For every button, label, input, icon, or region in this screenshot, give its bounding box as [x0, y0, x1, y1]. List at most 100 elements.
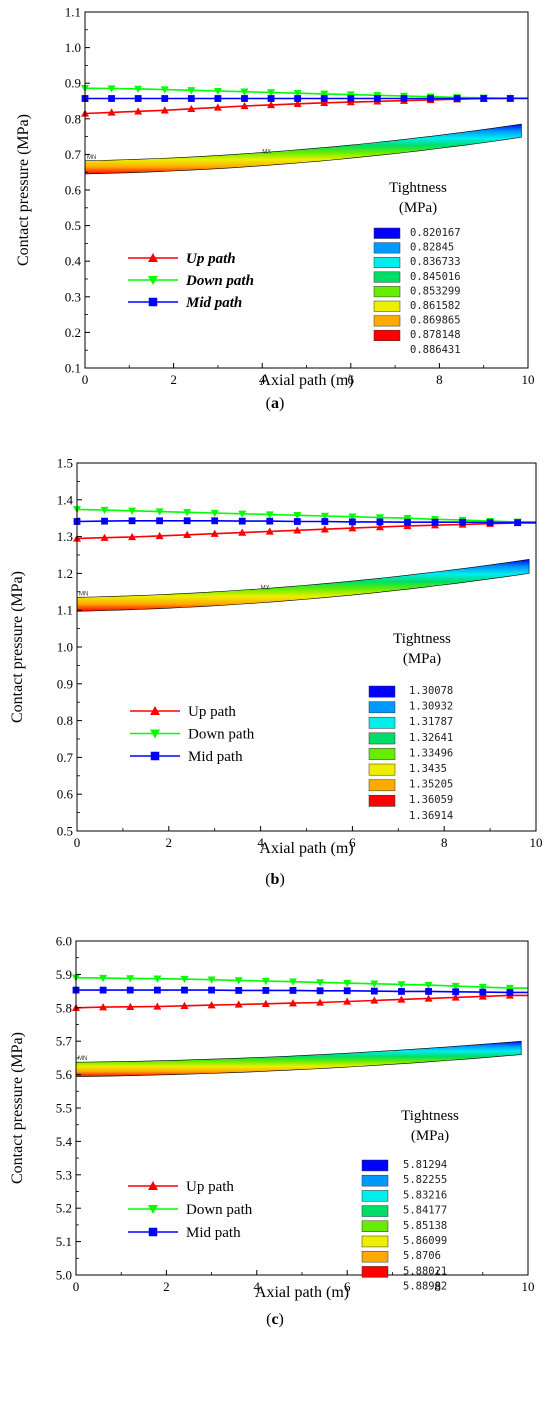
caption-paren-open: (	[266, 1311, 271, 1328]
data-point	[187, 104, 196, 113]
contour-legend-swatch	[368, 748, 396, 760]
y-tick-label: 5.5	[56, 1101, 72, 1116]
y-tick-label: 0.9	[57, 676, 73, 691]
data-point	[134, 107, 143, 115]
y-tick-label: 6.0	[56, 934, 72, 949]
data-point	[207, 976, 216, 984]
legend-marker	[148, 1205, 158, 1214]
contour-legend-value: 1.33496	[409, 747, 453, 759]
data-point	[320, 95, 328, 102]
contour-legend-swatch	[368, 794, 396, 807]
y-tick-label: 5.7	[56, 1034, 73, 1049]
plot-frame	[84, 11, 529, 369]
legend-marker	[148, 276, 158, 285]
legend-marker	[148, 1181, 158, 1190]
contour-legend-title: Tightness	[389, 180, 447, 196]
chart-panel-b: MN MX 0.5 0.6 0.7 0.8 0.9 1.0 1.1 1.2 1.3 1.4 1.5 0 2 4…	[9, 456, 543, 889]
contour-legend-swatch	[373, 271, 401, 283]
data-point	[370, 980, 379, 988]
data-point	[427, 95, 434, 102]
contour-legend-swatch	[368, 716, 396, 729]
panel-caption: (c)	[266, 1311, 284, 1328]
data-point	[424, 994, 433, 1002]
x-tick-label: 0	[82, 372, 89, 387]
contour-legend-value: 0.836733	[410, 256, 461, 268]
data-point	[213, 103, 222, 111]
data-point	[453, 95, 461, 102]
data-point	[267, 89, 276, 97]
y-tick-label: 1.4	[57, 492, 74, 507]
x-tick-label: 4	[254, 1279, 261, 1294]
contour-legend-title: Tightness	[401, 1108, 459, 1124]
legend-marker	[150, 751, 160, 761]
y-axis-label: Contact pressure (MPa)	[9, 571, 26, 723]
contour-legend-swatch	[368, 685, 396, 698]
contour-legend-swatch	[361, 1190, 389, 1202]
data-point	[346, 91, 355, 99]
x-tick-label: 4	[257, 835, 264, 850]
y-tick-label: 0.4	[65, 254, 82, 269]
contour-legend-value: 0.820167	[410, 227, 461, 239]
contour-legend-value: 1.30932	[409, 701, 453, 713]
data-point	[107, 85, 116, 93]
contour-band	[75, 1040, 522, 1077]
y-tick-label: 5.0	[56, 1268, 72, 1283]
y-tick-label: 0.6	[57, 787, 74, 802]
x-tick-label: 8	[436, 372, 443, 387]
data-point	[400, 95, 408, 102]
contour-legend-value: 0.853299	[410, 285, 461, 297]
x-tick-label: 6	[348, 372, 355, 387]
data-point	[155, 508, 164, 516]
x-axis-label: Axial path (m)	[255, 1284, 349, 1301]
legend-marker	[150, 706, 160, 715]
contour-band	[84, 123, 522, 175]
caption-paren-close: )	[279, 395, 284, 412]
panel-caption: (a)	[266, 395, 285, 412]
y-axis-label: Contact pressure (MPa)	[9, 1032, 26, 1184]
y-tick-label: 5.2	[56, 1201, 72, 1216]
data-point	[210, 509, 219, 518]
contour-legend-swatch	[368, 732, 396, 745]
data-point	[153, 975, 162, 983]
contour-legend-title: Tightness	[393, 631, 451, 647]
contour-legend-value: 1.35205	[409, 779, 453, 791]
contour-legend-value: 1.32641	[409, 732, 453, 744]
data-point	[156, 517, 164, 525]
contour-legend-value: 5.86099	[403, 1235, 447, 1247]
x-tick-label: 6	[344, 1279, 351, 1294]
data-point	[241, 95, 248, 102]
contour-legend-value: 5.88021	[403, 1265, 447, 1277]
data-point	[373, 95, 381, 102]
data-point	[153, 986, 161, 994]
data-point	[349, 518, 356, 526]
data-point	[235, 987, 243, 994]
contour-legend-swatch	[361, 1220, 389, 1232]
contour-legend-swatch	[368, 701, 396, 714]
data-point	[505, 984, 514, 993]
data-point	[320, 525, 329, 533]
y-tick-label: 0.8	[65, 111, 81, 126]
data-point	[100, 533, 109, 541]
contour-legend-swatch	[373, 286, 401, 298]
data-point	[376, 518, 384, 526]
contour-legend-swatch	[373, 242, 401, 254]
contour-legend-value: 1.36914	[409, 810, 453, 822]
data-point	[425, 988, 432, 995]
data-point	[238, 528, 247, 536]
data-point	[320, 90, 329, 98]
y-tick-label: 5.3	[56, 1167, 72, 1182]
contour-legend-value: 0.845016	[410, 271, 461, 283]
contour-legend-swatch	[373, 300, 401, 312]
y-tick-label: 0.3	[65, 289, 81, 304]
data-point	[101, 517, 108, 525]
y-tick-label: 1.5	[57, 456, 73, 471]
data-point	[452, 988, 460, 996]
x-tick-label: 10	[530, 835, 543, 850]
x-tick-label: 2	[170, 372, 177, 387]
y-tick-label: 5.8	[56, 1000, 72, 1015]
data-point	[240, 101, 249, 110]
y-tick-label: 1.1	[65, 5, 81, 20]
data-point	[208, 986, 215, 994]
x-tick-label: 8	[434, 1279, 441, 1294]
